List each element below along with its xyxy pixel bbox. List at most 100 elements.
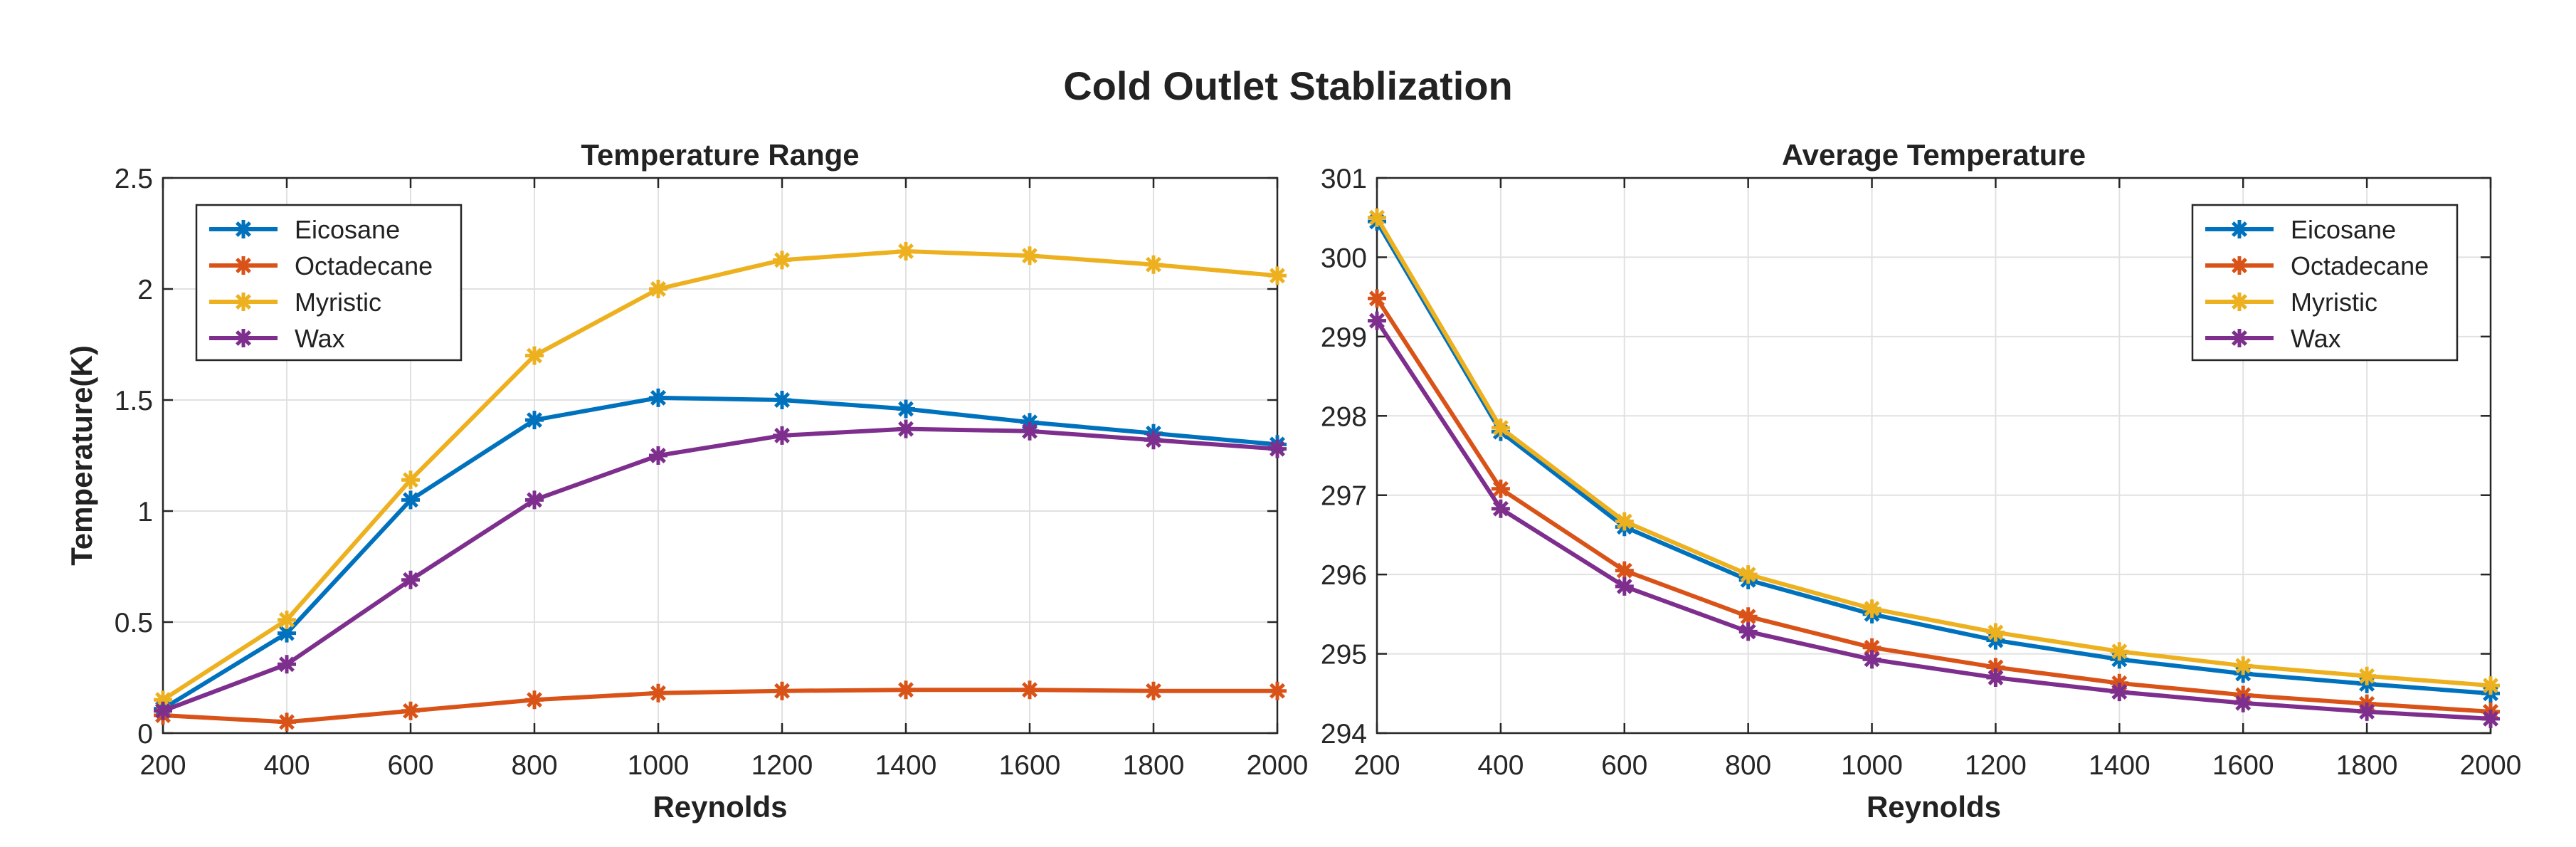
data-point <box>401 701 420 720</box>
data-point <box>1862 599 1881 619</box>
legend-marker <box>2230 256 2249 275</box>
data-point <box>649 683 667 703</box>
data-point <box>2110 683 2129 702</box>
series-wax <box>1368 311 2500 728</box>
legend-label: Eicosane <box>295 215 400 244</box>
y-tick-label: 0.5 <box>115 608 153 638</box>
legend-marker <box>234 293 253 311</box>
legend-marker <box>234 329 253 347</box>
legend-marker <box>2230 293 2249 311</box>
data-point <box>1368 289 1386 308</box>
x-tick-label: 200 <box>1353 750 1400 781</box>
x-tick-label: 200 <box>139 750 186 781</box>
data-point <box>1491 479 1510 498</box>
data-point <box>897 399 915 419</box>
data-point <box>1368 208 1386 227</box>
chart-title: Temperature Range <box>581 138 859 172</box>
data-point <box>1738 622 1758 641</box>
legend-marker <box>234 256 253 275</box>
legend-label: Octadecane <box>2291 251 2429 280</box>
data-point <box>525 490 544 510</box>
x-tick-label: 1600 <box>2212 750 2274 781</box>
data-point <box>649 446 667 465</box>
data-point <box>1491 499 1510 518</box>
series-wax <box>154 419 1287 720</box>
chart-average-temperature: 200 400 600 800 1000 1200 1400 1600 1800 2000 294 2… <box>1321 138 2521 824</box>
data-point <box>1615 577 1634 596</box>
x-tick-label: 1600 <box>999 750 1061 781</box>
x-tick-label: 1800 <box>1123 750 1185 781</box>
legend-label: Wax <box>2291 324 2341 353</box>
data-point <box>401 490 420 510</box>
data-point <box>2358 702 2377 721</box>
data-point <box>401 570 420 589</box>
data-point <box>1268 439 1287 458</box>
y-tick-label: 1.5 <box>115 386 153 416</box>
series-line <box>162 688 1277 725</box>
series-line <box>1375 319 2491 721</box>
data-point <box>2481 676 2500 695</box>
data-point <box>278 712 296 732</box>
data-point <box>278 610 296 629</box>
legend-label: Myristic <box>295 288 381 317</box>
data-point <box>1738 565 1758 584</box>
legend: Eicosane Octadecane Myristic Wax <box>2191 204 2459 362</box>
series-line <box>162 395 1278 711</box>
data-point <box>1368 311 1386 330</box>
y-tick-label: 0 <box>137 719 153 749</box>
y-tick-label: 296 <box>1321 560 1367 591</box>
series-myristic <box>1368 208 2500 695</box>
legend-label: Octadecane <box>295 251 433 280</box>
data-point <box>1615 512 1634 531</box>
data-point <box>2234 693 2253 712</box>
data-point <box>525 411 544 430</box>
x-tick-label: 800 <box>511 750 557 781</box>
x-tick-label: 1800 <box>2336 750 2398 781</box>
y-tick-label: 295 <box>1321 640 1367 670</box>
series-myristic <box>154 242 1287 710</box>
data-point <box>897 419 915 438</box>
data-point <box>154 701 172 720</box>
x-tick-label: 600 <box>387 750 433 781</box>
data-point <box>525 690 544 710</box>
chart-title: Average Temperature <box>1782 138 2086 172</box>
data-point <box>773 426 791 445</box>
data-point <box>1268 681 1287 700</box>
legend: Eicosane Octadecane Myristic Wax <box>195 204 463 362</box>
legend-marker <box>2230 220 2249 238</box>
figure-title: Cold Outlet Stablization <box>1063 63 1513 108</box>
x-tick-label: 2000 <box>2460 750 2522 781</box>
x-tick-label: 1200 <box>1965 750 2027 781</box>
series-line <box>162 249 1278 702</box>
data-point <box>773 391 791 409</box>
data-point <box>278 624 296 643</box>
x-axis-label: Reynolds <box>653 790 787 824</box>
data-point <box>525 346 544 365</box>
data-point <box>2358 666 2377 685</box>
data-point <box>1144 431 1163 450</box>
x-axis-label: Reynolds <box>1867 790 2001 824</box>
y-tick-label: 300 <box>1321 243 1367 273</box>
series-line <box>1375 216 2491 688</box>
data-point <box>2110 642 2129 661</box>
x-tick-label: 2000 <box>1247 750 1309 781</box>
legend-label: Eicosane <box>2291 215 2396 244</box>
data-point <box>1144 681 1163 700</box>
data-point <box>2481 709 2500 728</box>
x-tick-label: 1000 <box>1841 750 1903 781</box>
data-point <box>897 680 915 700</box>
y-tick-label: 297 <box>1321 481 1367 512</box>
x-tick-label: 400 <box>263 750 310 781</box>
data-point <box>1268 266 1287 285</box>
data-point <box>1862 638 1881 657</box>
data-point <box>649 388 667 407</box>
x-tick-label: 1400 <box>2089 750 2150 781</box>
data-point <box>278 655 296 674</box>
series-line <box>1375 297 2491 714</box>
y-axis-label: Temperature(K) <box>65 345 98 566</box>
data-point <box>773 251 791 270</box>
x-tick-label: 1200 <box>751 750 813 781</box>
y-tick-label: 299 <box>1321 322 1367 353</box>
legend-label: Wax <box>295 324 345 353</box>
data-point <box>1986 658 2005 677</box>
